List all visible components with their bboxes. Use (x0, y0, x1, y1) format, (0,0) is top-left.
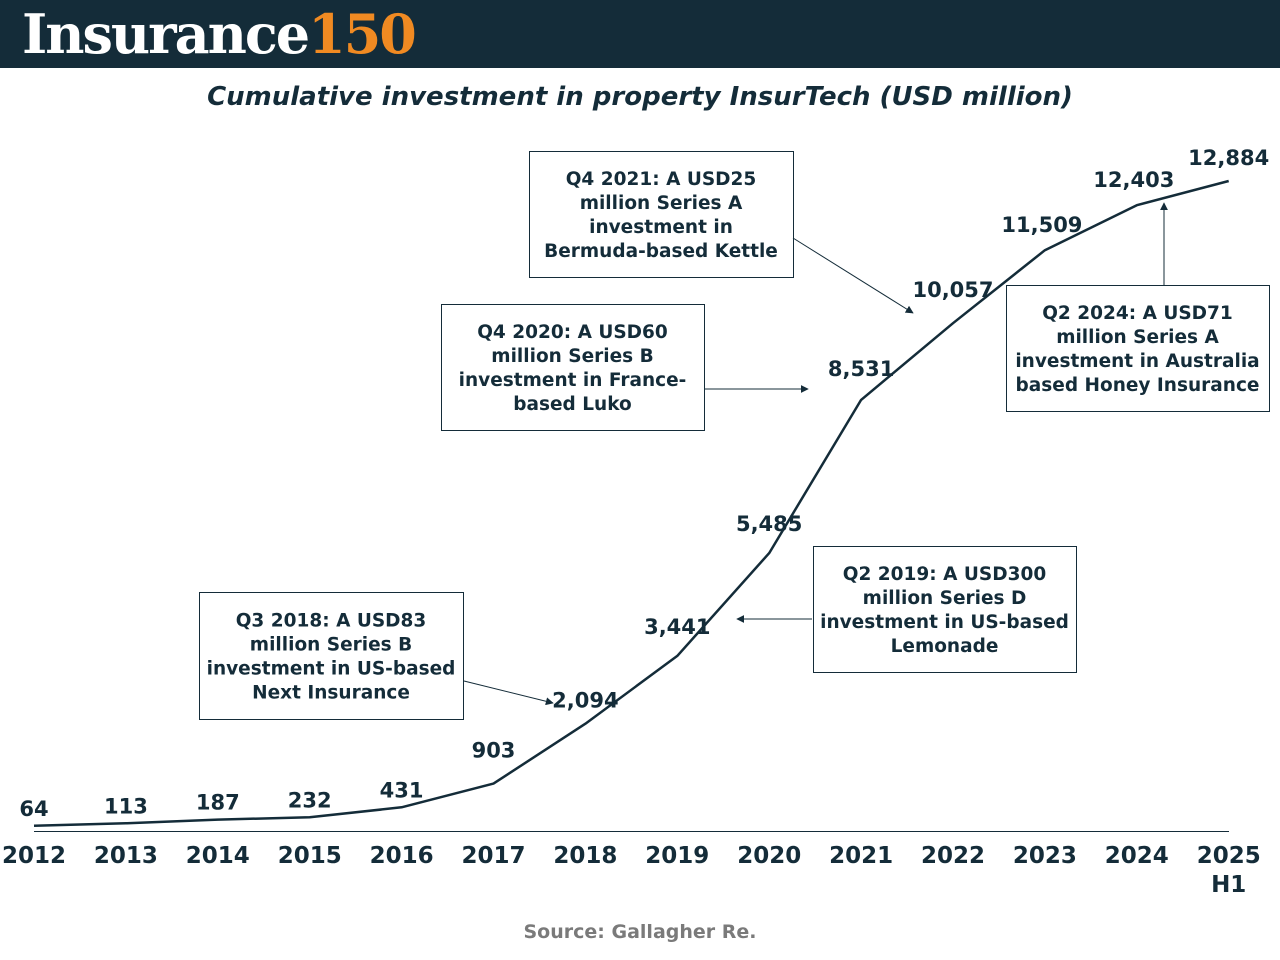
data-label: 187 (196, 791, 240, 815)
x-tick-label: 2018 (553, 843, 617, 869)
chart-title: Cumulative investment in property InsurT… (207, 82, 1073, 112)
annotation-text: Lemonade (891, 636, 999, 657)
brand-word: Insurance (22, 2, 310, 66)
annotation-text: investment in (589, 217, 733, 238)
annotation-text: million Series A (1056, 327, 1219, 348)
annotation-callout: Q4 2021: A USD25 million Series A investme… (529, 151, 914, 314)
data-label: 431 (380, 778, 424, 802)
annotation-text: Q3 2018: A USD83 (236, 611, 427, 632)
data-label: 12,884 (1188, 146, 1269, 170)
annotation-box (1006, 285, 1270, 412)
data-label: 12,403 (1093, 168, 1174, 192)
data-label: 64 (19, 797, 48, 821)
annotation-text: million Series B (250, 635, 412, 656)
annotation-text: Next Insurance (252, 683, 410, 704)
x-tick-label: 2021 (829, 843, 893, 869)
annotation-text: Q4 2020: A USD60 (477, 322, 668, 343)
annotation-callout: Q4 2020: A USD60 million Series B investme… (441, 304, 809, 431)
x-tick-label: 2023 (1013, 843, 1077, 869)
annotation-text: Q2 2019: A USD300 (843, 564, 1046, 585)
x-tick-label: 2022 (921, 843, 985, 869)
annotation-text: Q4 2021: A USD25 (566, 169, 757, 190)
x-tick-label: 2024 (1105, 843, 1169, 869)
x-tick-label: 2025 (1197, 843, 1261, 869)
annotation-text: Q2 2024: A USD71 (1042, 303, 1233, 324)
brand-logo: Insurance150 (22, 2, 417, 66)
annotation-callout: Q2 2024: A USD71 million Series A investme… (1006, 202, 1270, 412)
data-label: 232 (288, 788, 332, 812)
annotation-box (441, 304, 705, 431)
x-tick-label: 2012 (2, 843, 66, 869)
data-label: 2,094 (552, 689, 618, 713)
annotation-text: investment in US-based (207, 659, 456, 680)
data-label: 113 (104, 794, 148, 818)
data-label: 11,509 (1001, 213, 1082, 237)
annotation-callout: Q2 2019: A USD300 million Series D investm… (736, 546, 1077, 673)
data-label: 903 (472, 739, 516, 763)
data-label: 8,531 (828, 357, 894, 381)
annotation-text: based Honey Insurance (1016, 375, 1260, 396)
x-tick-label: H1 (1211, 872, 1246, 898)
annotation-box (199, 592, 464, 720)
annotation-text: investment in Australia (1015, 351, 1259, 372)
annotation-text: million Series A (580, 193, 743, 214)
annotation-callout: Q3 2018: A USD83 million Series B investme… (199, 592, 554, 720)
data-label: 3,441 (644, 615, 710, 639)
annotation-arrow (792, 237, 914, 314)
x-tick-label: 2014 (186, 843, 250, 869)
brand-number: 150 (308, 2, 417, 66)
series-line (33, 179, 1230, 828)
x-tick-label: 2016 (370, 843, 434, 869)
annotation-text: million Series B (491, 346, 653, 367)
annotation-box (529, 151, 794, 278)
annotation-text: investment in France- (459, 370, 687, 391)
annotation-box (813, 546, 1077, 673)
x-tick-label: 2020 (737, 843, 801, 869)
source-note: Source: Gallagher Re. (523, 921, 757, 943)
annotation-text: based Luko (513, 394, 631, 415)
x-tick-label: 2013 (94, 843, 158, 869)
x-tick-label: 2017 (461, 843, 525, 869)
data-label: 5,485 (736, 512, 802, 536)
annotation-text: investment in US-based (820, 612, 1069, 633)
annotation-text: million Series D (863, 588, 1027, 609)
annotation-text: Bermuda-based Kettle (544, 241, 778, 262)
x-tick-label: 2015 (278, 843, 342, 869)
annotation-arrow (463, 680, 554, 706)
x-tick-label: 2019 (645, 843, 709, 869)
header-bar: Insurance150 (0, 0, 1280, 68)
data-label: 10,057 (912, 278, 993, 302)
